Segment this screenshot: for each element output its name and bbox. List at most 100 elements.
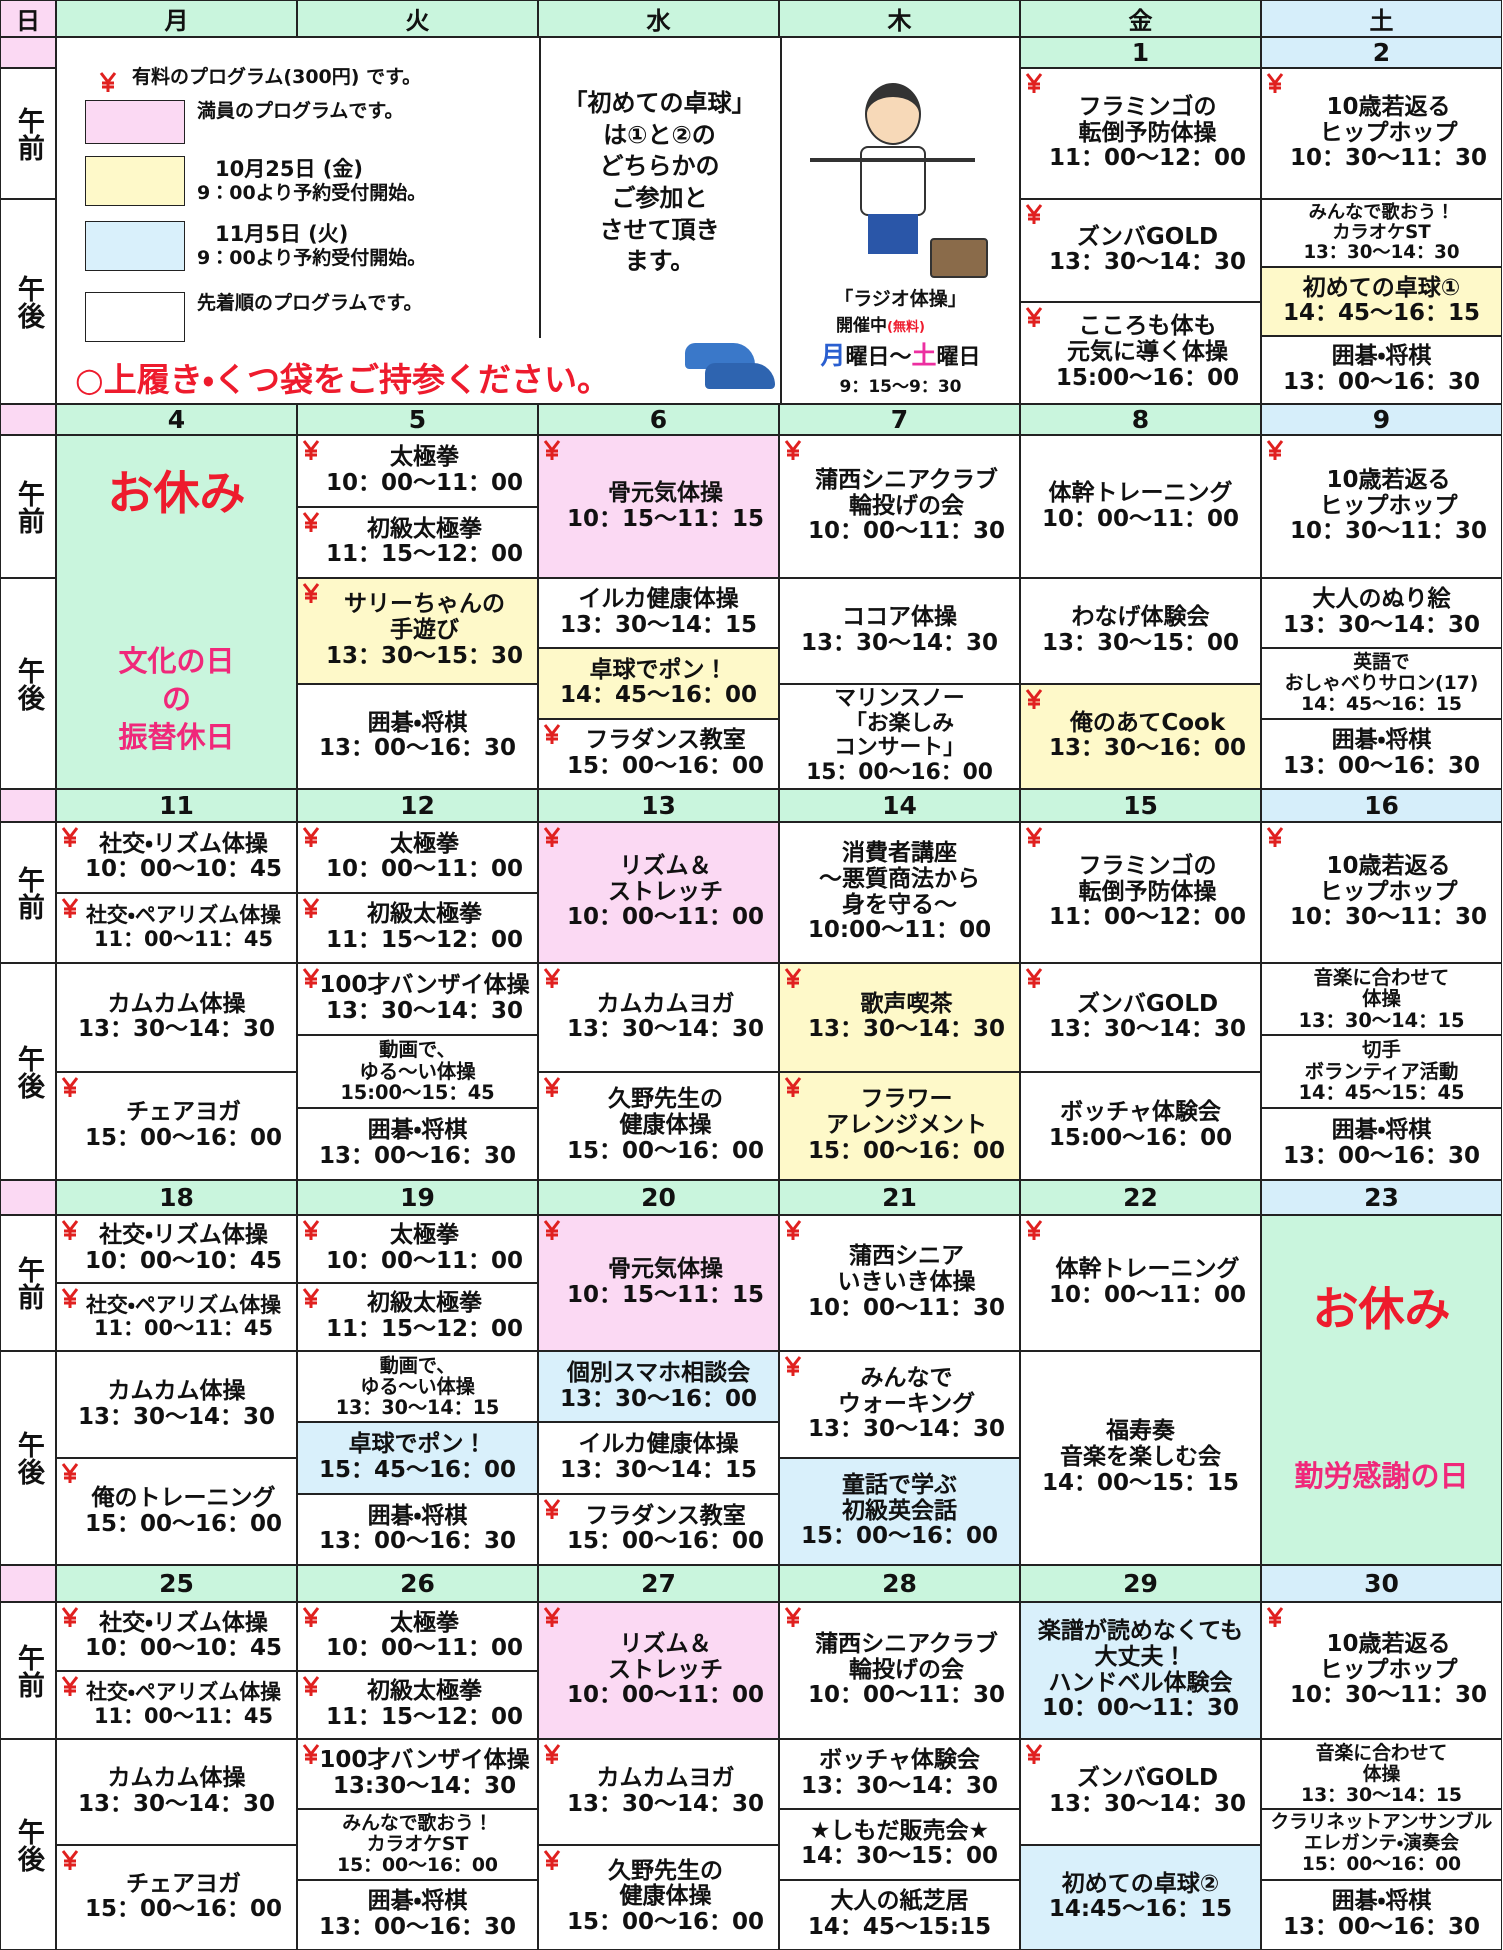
note-line: 「初めての卓球」 — [563, 89, 756, 117]
event: 太極拳 10：00～11：00 — [297, 435, 538, 507]
event: チェアヨガ 15：00～16：00 — [56, 1844, 297, 1950]
figure-body — [860, 146, 926, 216]
event-text: 身を守る～ — [842, 891, 957, 918]
date-cell: 6 — [538, 404, 779, 435]
info-area: 有料のプログラム(300円) です。 満員のプログラムです。 10月25日 (金) 9… — [56, 37, 1021, 405]
event: 囲碁・将棋 13：00～16：30 — [297, 683, 538, 789]
yen-icon — [302, 440, 320, 460]
event-text: 13：30～14：15 — [335, 1396, 500, 1420]
event-text: カラオケST — [366, 1833, 469, 1855]
yen-icon — [1266, 440, 1284, 460]
yen-icon — [61, 1675, 79, 1696]
period-label: 午後 — [0, 963, 56, 1180]
event-text: クラリネットアンサンブル — [1270, 1812, 1493, 1834]
note-line: ます。 — [624, 247, 695, 276]
date-cell: 29 — [1020, 1565, 1261, 1602]
event: フラワー アレンジメント 15：00～16：00 — [779, 1071, 1020, 1180]
event: 卓球でポン！ 14：45～16：00 — [538, 648, 779, 719]
day-header: 日 — [0, 0, 56, 37]
event: 大人の紙芝居 14：45～15:15 — [779, 1879, 1020, 1950]
yen-icon — [61, 1076, 79, 1097]
event-text: 14：45～16：15 — [1282, 300, 1481, 327]
period-label: 午後 — [0, 578, 56, 789]
event: サリーちゃんの 手遊び 13：30～15：30 — [297, 578, 538, 684]
date-cell: 16 — [1261, 789, 1502, 822]
event-text: 13：30～15：30 — [325, 642, 524, 669]
event: 社交・ペアリズム体操 11：00～11：45 — [56, 892, 297, 963]
yen-icon — [302, 968, 320, 988]
event-text: ヒップホップ — [1319, 492, 1458, 519]
event-text: 10歳若返る — [1326, 466, 1451, 493]
yen-icon — [543, 1220, 561, 1240]
event-text: ストレッチ — [608, 878, 723, 905]
event: みんなで歌おう！ カラオケST 15：00～16：00 — [297, 1809, 538, 1880]
event-text: 大丈夫！ — [1094, 1643, 1187, 1670]
event-text: 10歳若返る — [1326, 852, 1451, 879]
event: 俺のあてCook 13：30～16：00 — [1020, 683, 1261, 789]
yen-icon — [543, 1849, 561, 1870]
event-text: 15：00～16：00 — [84, 1124, 283, 1151]
event: 体幹トレーニング 10：00～11：00 — [1020, 1215, 1261, 1351]
event-text: 初めての卓球② — [1061, 1870, 1220, 1897]
event-text: 11：00～11：45 — [94, 1316, 273, 1340]
sunday-cell — [0, 37, 56, 68]
event-text: カラオケST — [1332, 221, 1431, 243]
event-text: 14：45～16：00 — [559, 682, 758, 709]
radio-status: 開催中(無料) — [836, 316, 925, 336]
date-cell: 15 — [1020, 789, 1261, 822]
yen-icon — [1025, 204, 1043, 224]
event-text: 13：00～16：30 — [318, 1913, 517, 1940]
date-cell: 20 — [538, 1180, 779, 1215]
yen-icon — [302, 827, 320, 847]
date-cell: 4 — [56, 404, 297, 435]
day-header: 水 — [538, 0, 779, 37]
event: 卓球でポン！ 15：45～16：00 — [297, 1422, 538, 1494]
event-text: 体操 — [1362, 1763, 1401, 1785]
event-text: チェアヨガ — [126, 1099, 241, 1125]
event-text: 体操 — [1362, 987, 1401, 1011]
event-text: ズンバGOLD — [1076, 223, 1219, 250]
event-text: 社交・リズム体操 — [99, 1222, 268, 1249]
event: 動画で、 ゆる～い体操 13：30～14：15 — [297, 1351, 538, 1423]
note-line: させて頂き — [599, 215, 720, 244]
event-text: アレンジメント — [826, 1111, 987, 1138]
event: 囲碁・将棋 13：00～16：30 — [297, 1879, 538, 1950]
event-text: ココア体操 — [842, 604, 957, 630]
yen-icon — [61, 1607, 79, 1627]
divider — [780, 38, 782, 405]
event-text: 囲碁・将棋 — [1331, 727, 1432, 754]
event-text: 13：00～16：30 — [1282, 1913, 1481, 1940]
event-text: 初級太極拳 — [367, 901, 482, 927]
event: 英語で おしゃべりサロン(17) 14：45～16：15 — [1261, 648, 1502, 719]
event: 初級太極拳 11：15～12：00 — [297, 1283, 538, 1351]
date-cell: 21 — [779, 1180, 1020, 1215]
event: 久野先生の 健康体操 15：00～16：00 — [538, 1071, 779, 1180]
yen-icon — [543, 1076, 561, 1097]
event-text: 15:00～16：00 — [1048, 1124, 1233, 1151]
event: ボッチャ体験会 15:00～16：00 — [1020, 1071, 1261, 1180]
event-text: ボッチャ体験会 — [819, 1747, 980, 1774]
event-text: 手遊び — [390, 616, 459, 643]
event: カムカム体操 13：30～14：30 — [56, 1351, 297, 1458]
event: 初めての卓球① 14：45～16：15 — [1261, 267, 1502, 336]
event-text: 13：30～14：30 — [1282, 612, 1481, 639]
event-text: 音楽に合わせて — [1315, 1742, 1448, 1764]
event: 太極拳 10：00～11：00 — [297, 1215, 538, 1283]
radio-info: 「ラジオ体操」 開催中(無料) 月曜日～土曜日 9：15～9：30 — [780, 284, 1021, 397]
yen-icon — [543, 827, 561, 847]
event-text: 14：45～15:15 — [807, 1913, 992, 1940]
event-text: 10：00～11：00 — [325, 1248, 524, 1274]
event-text: チェアヨガ — [126, 1870, 241, 1897]
date-cell: 26 — [297, 1565, 538, 1602]
event-text: 10：00～10：45 — [84, 1248, 283, 1274]
event: ズンバGOLD 13：30～14：30 — [1020, 963, 1261, 1072]
event-text: フラダンス教室 — [585, 727, 746, 754]
yen-icon — [543, 968, 561, 988]
event: 10歳若返る ヒップホップ 10：30～11：30 — [1261, 822, 1502, 963]
event: 俺のトレーニング 15：00～16：00 — [56, 1458, 297, 1565]
event-text: 切手 — [1362, 1037, 1401, 1061]
date-cell: 22 — [1020, 1180, 1261, 1215]
event-text: ヒップホップ — [1319, 878, 1458, 905]
event-text: 13：30～14：30 — [807, 1416, 1006, 1443]
radio-title: 「ラジオ体操」 — [834, 288, 967, 310]
